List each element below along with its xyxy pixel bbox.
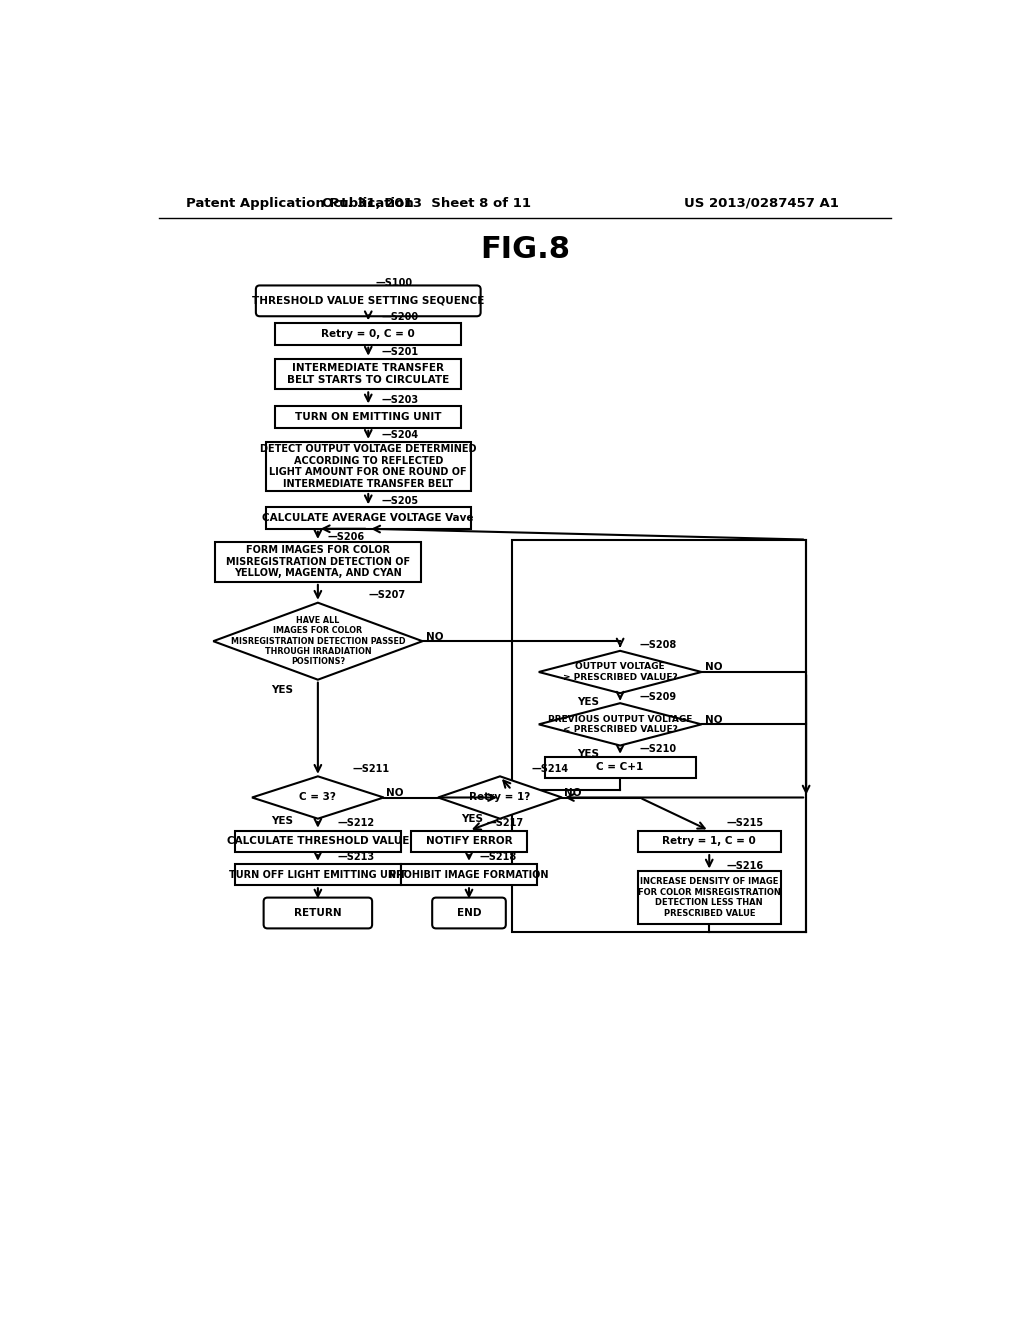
Text: —S217: —S217 (486, 818, 524, 829)
Text: NO: NO (563, 788, 581, 797)
Text: —S201: —S201 (381, 347, 419, 358)
Bar (265, 442, 471, 491)
Polygon shape (438, 776, 562, 818)
Bar (275, 359, 461, 389)
Text: —S100: —S100 (376, 277, 413, 288)
Text: C = C+1: C = C+1 (597, 763, 644, 772)
Text: Patent Application Publication: Patent Application Publication (186, 197, 414, 210)
Text: PREVIOUS OUTPUT VOLTAGE
< PRESCRIBED VALUE?: PREVIOUS OUTPUT VOLTAGE < PRESCRIBED VAL… (548, 714, 692, 734)
Text: YES: YES (461, 814, 483, 824)
Text: CALCULATE AVERAGE VOLTAGE Vave: CALCULATE AVERAGE VOLTAGE Vave (262, 513, 474, 523)
Bar (265, 507, 471, 529)
Text: PROHIBIT IMAGE FORMATION: PROHIBIT IMAGE FORMATION (389, 870, 549, 879)
Text: FIG.8: FIG.8 (480, 235, 569, 264)
Polygon shape (252, 776, 384, 818)
Text: THRESHOLD VALUE SETTING SEQUENCE: THRESHOLD VALUE SETTING SEQUENCE (252, 296, 484, 306)
Text: —S209: —S209 (640, 692, 677, 702)
Bar (512, 540, 806, 932)
Text: —S214: —S214 (531, 764, 568, 775)
FancyBboxPatch shape (256, 285, 480, 317)
Text: —S210: —S210 (640, 744, 677, 755)
Bar (545, 756, 695, 779)
Text: NO: NO (426, 632, 443, 643)
Text: CALCULATE THRESHOLD VALUE: CALCULATE THRESHOLD VALUE (226, 837, 409, 846)
Text: —S218: —S218 (479, 853, 516, 862)
FancyBboxPatch shape (432, 898, 506, 928)
Text: YES: YES (271, 816, 293, 825)
Text: YES: YES (578, 697, 599, 708)
Text: OUTPUT VOLTAGE
≥ PRESCRIBED VALUE?: OUTPUT VOLTAGE ≥ PRESCRIBED VALUE? (563, 663, 678, 681)
FancyBboxPatch shape (263, 898, 372, 928)
Text: —S208: —S208 (640, 640, 677, 649)
Text: —S207: —S207 (369, 590, 406, 601)
Text: —S211: —S211 (352, 764, 390, 775)
Text: INTERMEDIATE TRANSFER
BELT STARTS TO CIRCULATE: INTERMEDIATE TRANSFER BELT STARTS TO CIR… (287, 363, 450, 385)
Bar (401, 863, 537, 886)
Text: —S204: —S204 (381, 430, 419, 441)
Text: RETURN: RETURN (294, 908, 342, 917)
Text: —S205: —S205 (381, 496, 419, 506)
Text: INCREASE DENSITY OF IMAGE
FOR COLOR MISREGISTRATION
DETECTION LESS THAN
PRESCRIB: INCREASE DENSITY OF IMAGE FOR COLOR MISR… (638, 878, 780, 917)
Text: —S215: —S215 (726, 818, 764, 829)
Text: TURN OFF LIGHT EMITTING UNIT: TURN OFF LIGHT EMITTING UNIT (229, 870, 407, 879)
Polygon shape (213, 603, 423, 680)
Text: —S206: —S206 (328, 532, 366, 543)
Bar (638, 871, 781, 924)
Text: Retry = 1?: Retry = 1? (469, 792, 530, 803)
Text: —S200: —S200 (381, 312, 419, 322)
Text: HAVE ALL
IMAGES FOR COLOR
MISREGISTRATION DETECTION PASSED
THROUGH IRRADIATION
P: HAVE ALL IMAGES FOR COLOR MISREGISTRATIO… (230, 616, 406, 667)
Text: US 2013/0287457 A1: US 2013/0287457 A1 (684, 197, 840, 210)
Bar (275, 323, 461, 345)
Polygon shape (539, 651, 701, 693)
Text: —S212: —S212 (337, 818, 375, 829)
Bar (411, 830, 527, 853)
Bar (234, 830, 401, 853)
Bar (234, 863, 401, 886)
Bar (215, 543, 421, 582)
Text: —S213: —S213 (337, 853, 375, 862)
Text: C = 3?: C = 3? (299, 792, 336, 803)
Text: YES: YES (271, 685, 293, 694)
Text: —S203: —S203 (381, 395, 419, 405)
Text: NO: NO (706, 714, 723, 725)
Text: NO: NO (386, 788, 403, 797)
Text: DETECT OUTPUT VOLTAGE DETERMINED
ACCORDING TO REFLECTED
LIGHT AMOUNT FOR ONE ROU: DETECT OUTPUT VOLTAGE DETERMINED ACCORDI… (260, 444, 476, 488)
Text: Retry = 0, C = 0: Retry = 0, C = 0 (322, 329, 415, 339)
Text: END: END (457, 908, 481, 917)
Text: NOTIFY ERROR: NOTIFY ERROR (426, 837, 512, 846)
Text: —S216: —S216 (726, 861, 764, 871)
Bar (275, 407, 461, 428)
Text: NO: NO (706, 663, 723, 672)
Text: Oct. 31, 2013  Sheet 8 of 11: Oct. 31, 2013 Sheet 8 of 11 (322, 197, 530, 210)
Text: Retry = 1, C = 0: Retry = 1, C = 0 (663, 837, 756, 846)
Text: FORM IMAGES FOR COLOR
MISREGISTRATION DETECTION OF
YELLOW, MAGENTA, AND CYAN: FORM IMAGES FOR COLOR MISREGISTRATION DE… (226, 545, 410, 578)
Text: YES: YES (578, 750, 599, 759)
Polygon shape (539, 704, 701, 746)
Text: TURN ON EMITTING UNIT: TURN ON EMITTING UNIT (295, 412, 441, 422)
Bar (638, 830, 781, 853)
